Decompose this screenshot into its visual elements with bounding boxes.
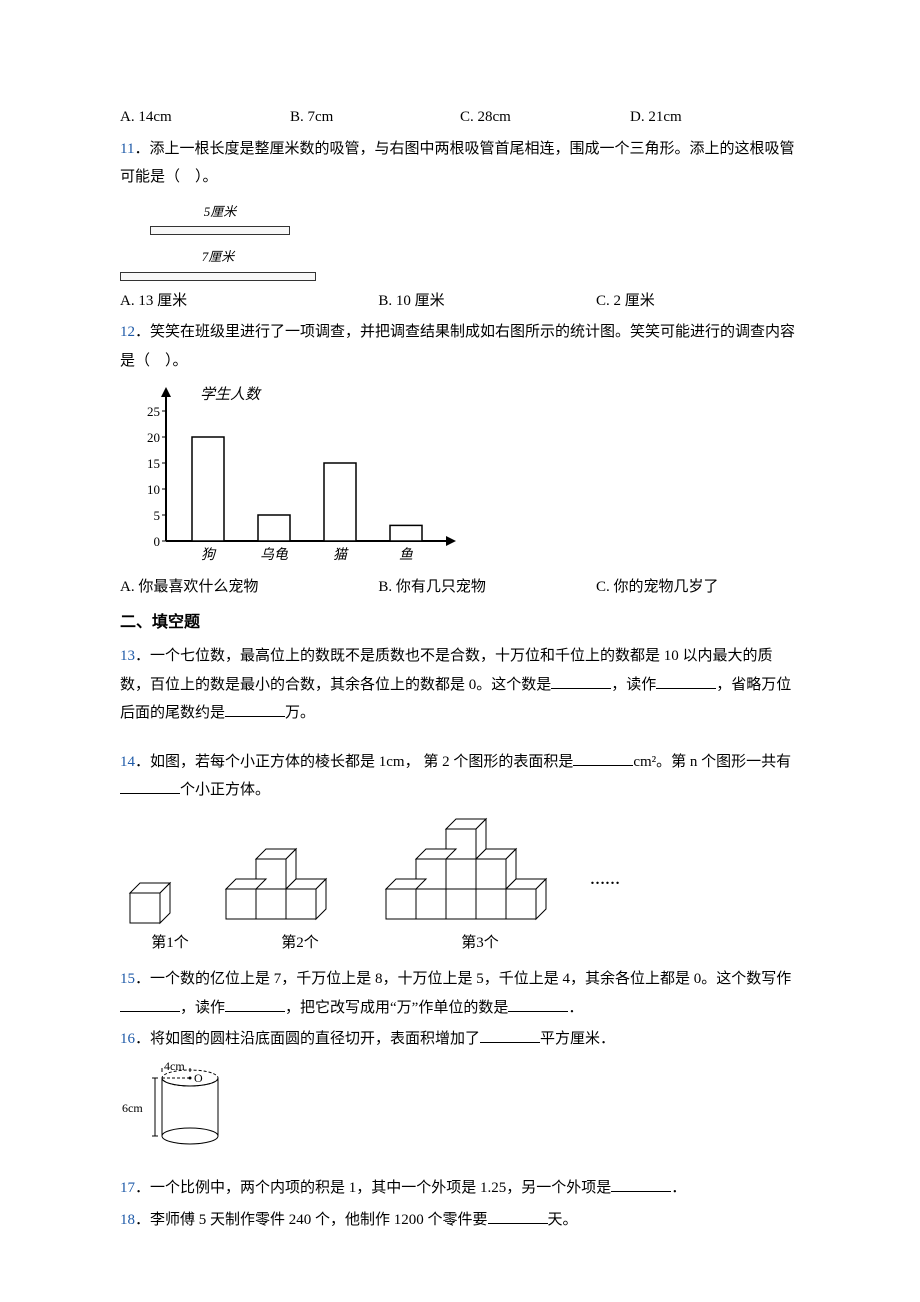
q14-l3: 第3个 (380, 929, 580, 958)
q14: 14．如图，若每个小正方体的棱长都是 1cm， 第 2 个图形的表面积是 cm²。… (120, 748, 800, 805)
q16: 16．将如图的圆柱沿底面圆的直径切开，表面积增加了 平方厘米． (120, 1025, 800, 1054)
svg-text:15: 15 (147, 456, 160, 471)
svg-text:20: 20 (147, 430, 160, 445)
q16-t1: ．将如图的圆柱沿底面圆的直径切开，表面积增加了 (135, 1031, 480, 1047)
q17-t1: ．一个比例中，两个内项的积是 1，其中一个外项是 1.25，另一个外项是 (135, 1180, 611, 1196)
q12-num: 12 (120, 324, 135, 340)
q11-text: ．添上一根长度是整厘米数的吸管，与右图中两根吸管首尾相连，围成一个三角形。添上的… (120, 141, 794, 186)
straw1-bar (150, 226, 290, 235)
q11-opt-b: B. 10 厘米 (378, 287, 596, 316)
q11-num: 11 (120, 141, 134, 157)
q16-blank1 (480, 1028, 540, 1043)
q10-opt-b: B. 7cm (290, 103, 460, 132)
q15-blank3 (508, 997, 568, 1012)
q11-figure: 5厘米 7厘米 (120, 200, 800, 281)
q17: 17．一个比例中，两个内项的积是 1，其中一个外项是 1.25，另一个外项是 ． (120, 1174, 800, 1203)
q11-stem: 11．添上一根长度是整厘米数的吸管，与右图中两根吸管首尾相连，围成一个三角形。添… (120, 135, 800, 192)
q15-t3: ，把它改写成用“万”作单位的数是 (285, 1000, 508, 1016)
q11-opt-a: A. 13 厘米 (120, 287, 378, 316)
q13-blank1 (551, 674, 611, 689)
q11-opt-c: C. 2 厘米 (596, 287, 800, 316)
q13-blank2 (656, 674, 716, 689)
chart-ylabel: 学生人数 (200, 386, 262, 403)
svg-text:狗: 狗 (201, 547, 217, 563)
q18: 18．李师傅 5 天制作零件 240 个，他制作 1200 个零件要 天。 (120, 1206, 800, 1235)
cube-3 (380, 817, 550, 925)
straw1-label: 5厘米 (150, 200, 290, 225)
q18-t2: 天。 (548, 1212, 578, 1228)
q14-num: 14 (120, 754, 135, 770)
section-2-title: 二、填空题 (120, 608, 800, 638)
q18-num: 18 (120, 1212, 135, 1228)
svg-text:5: 5 (154, 508, 161, 523)
cube-1 (120, 865, 180, 925)
svg-text:6cm: 6cm (122, 1101, 143, 1115)
q13: 13．一个七位数，最高位上的数既不是质数也不是合数，十万位和千位上的数都是 10… (120, 642, 800, 728)
q12-opt-c: C. 你的宠物几岁了 (596, 573, 800, 602)
q16-figure: O 4cm 6cm (120, 1060, 800, 1165)
svg-text:鱼: 鱼 (399, 547, 413, 563)
straw2-bar (120, 272, 316, 281)
q14-blank2 (120, 779, 180, 794)
q15-blank2 (225, 997, 285, 1012)
svg-text:10: 10 (147, 482, 160, 497)
q12-options: A. 你最喜欢什么宠物 B. 你有几只宠物 C. 你的宠物几岁了 (120, 573, 800, 602)
q14-t1: ．如图，若每个小正方体的棱长都是 1cm， 第 2 个图形的表面积是 (135, 754, 573, 770)
cube-2 (220, 845, 340, 925)
q16-num: 16 (120, 1031, 135, 1047)
q14-blank1 (573, 751, 633, 766)
q14-t2: cm²。第 n 个图形一共有 (633, 754, 791, 770)
q17-num: 17 (120, 1180, 135, 1196)
q15-t1: ．一个数的亿位上是 7，千万位上是 8，十万位上是 5，千位上是 4，其余各位上… (135, 971, 791, 987)
q16-t2: 平方厘米． (540, 1031, 615, 1047)
svg-text:乌龟: 乌龟 (260, 547, 288, 563)
q15-num: 15 (120, 971, 135, 987)
svg-text:4cm: 4cm (164, 1060, 185, 1073)
q10-opt-d: D. 21cm (630, 103, 800, 132)
svg-text:猫: 猫 (333, 547, 349, 563)
q12-opt-b: B. 你有几只宠物 (378, 573, 596, 602)
q10-opt-c: C. 28cm (460, 103, 630, 132)
svg-text:25: 25 (147, 404, 160, 419)
q12-text: ．笑笑在班级里进行了一项调查，并把调查结果制成如右图所示的统计图。笑笑可能进行的… (120, 324, 795, 369)
q15-t4: ． (568, 1000, 583, 1016)
q14-l2: 第2个 (220, 929, 380, 958)
q14-l1: 第1个 (120, 929, 220, 958)
svg-text:0: 0 (154, 534, 161, 549)
q15-t2: ，读作 (180, 1000, 225, 1016)
q14-t3: 个小正方体。 (180, 782, 270, 798)
straw2-label: 7厘米 (120, 245, 316, 270)
q12-stem: 12．笑笑在班级里进行了一项调查，并把调查结果制成如右图所示的统计图。笑笑可能进… (120, 318, 800, 375)
svg-text:O: O (194, 1071, 203, 1085)
q17-blank1 (611, 1177, 671, 1192)
q14-figure: …… (120, 817, 800, 925)
q11-options: A. 13 厘米 B. 10 厘米 C. 2 厘米 (120, 287, 800, 316)
q12-chart: 0 5 10 15 20 25 狗 乌龟 猫 鱼 学生人数 (120, 381, 460, 567)
q13-t4: 万。 (285, 705, 315, 721)
q14-dots: …… (590, 866, 620, 925)
q13-t2: ，读作 (611, 677, 656, 693)
bar-chart-svg: 0 5 10 15 20 25 狗 乌龟 猫 鱼 学生人数 (120, 381, 460, 567)
q15-blank1 (120, 997, 180, 1012)
q18-blank1 (488, 1209, 548, 1224)
q15: 15．一个数的亿位上是 7，千万位上是 8，十万位上是 5，千位上是 4，其余各… (120, 965, 800, 1022)
q12-opt-a: A. 你最喜欢什么宠物 (120, 573, 378, 602)
q13-num: 13 (120, 648, 135, 664)
q10-options: A. 14cm B. 7cm C. 28cm D. 21cm (120, 103, 800, 132)
q14-labels: 第1个 第2个 第3个 (120, 929, 800, 958)
q18-t1: ．李师傅 5 天制作零件 240 个，他制作 1200 个零件要 (135, 1212, 488, 1228)
q13-blank3 (225, 702, 285, 717)
q10-opt-a: A. 14cm (120, 103, 290, 132)
q17-t2: ． (671, 1180, 686, 1196)
